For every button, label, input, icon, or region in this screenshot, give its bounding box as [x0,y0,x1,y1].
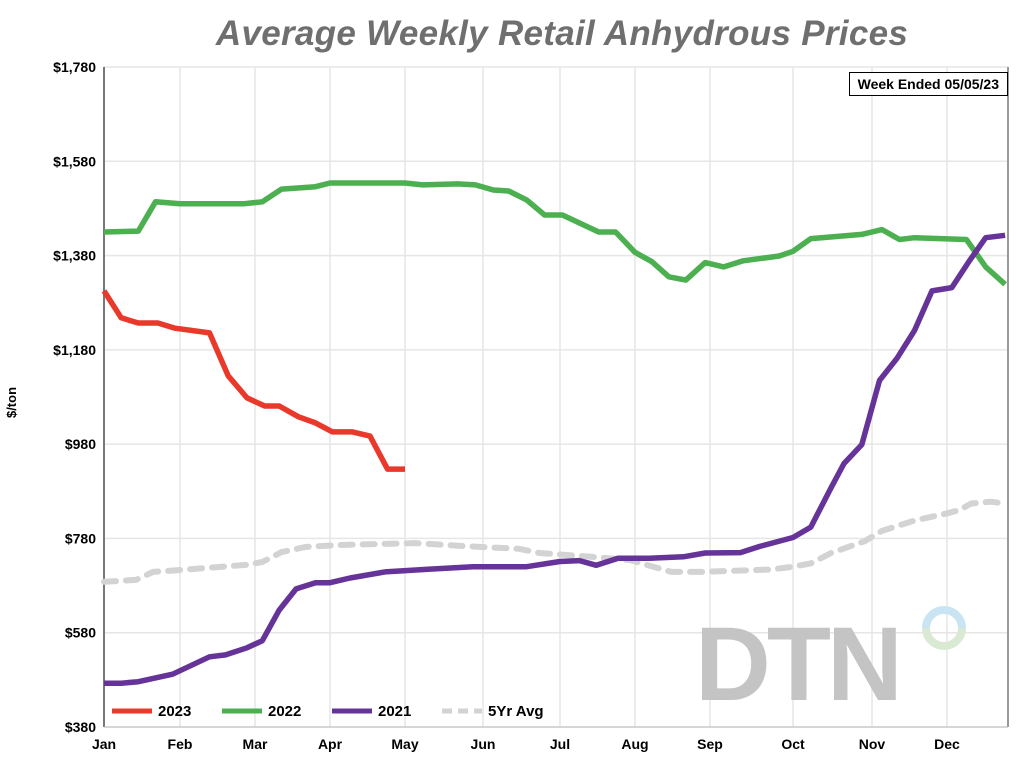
legend-label: 5Yr Avg [488,703,544,720]
x-tick-label: Feb [168,736,193,752]
y-tick-label: $1,580 [53,153,96,169]
x-tick-label: Aug [621,736,648,752]
y-tick-label: $1,780 [53,59,96,75]
series-line-5yr-avg [101,498,1009,585]
series-line-2023 [101,289,405,472]
dtn-logo-circle-bottom [922,627,966,650]
week-ended-label: Week Ended 05/05/23 [848,72,1008,96]
dtn-watermark-logo: DTN [695,606,899,723]
x-tick-label: Nov [859,736,886,752]
y-tick-label: $780 [65,530,96,546]
legend-label: 2021 [378,703,411,720]
dtn-logo-circle-top [922,606,966,629]
legend-label: 2022 [268,703,301,720]
x-tick-label: Dec [934,736,960,752]
y-tick-label: $980 [65,436,96,452]
y-tick-label: $1,380 [53,248,96,264]
x-tick-label: Sep [697,736,723,752]
y-tick-label: $380 [65,719,96,735]
x-tick-label: May [391,736,418,752]
x-tick-label: Jun [471,736,496,752]
x-tick-label: Jan [92,736,116,752]
x-tick-label: Jul [550,736,570,752]
y-tick-label: $580 [65,625,96,641]
series-line-2022 [103,180,1007,287]
legend-label: 2023 [158,703,191,720]
series-line-2021 [104,232,1006,686]
x-tick-label: Oct [781,736,805,752]
x-tick-label: Apr [318,736,343,752]
x-tick-label: Mar [243,736,268,752]
chart-title: Average Weekly Retail Anhydrous Prices [215,14,909,53]
y-tick-label: $1,180 [53,342,96,358]
